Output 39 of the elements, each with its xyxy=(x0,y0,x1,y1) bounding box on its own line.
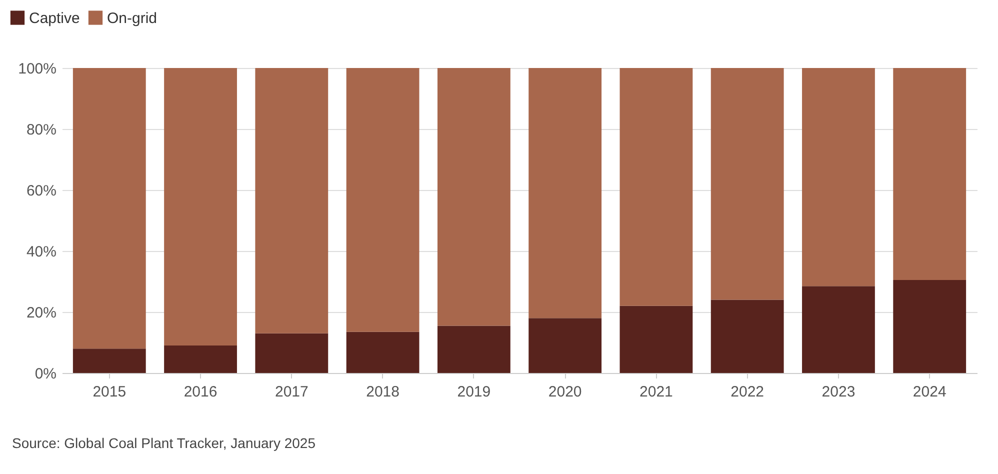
legend-label: On-grid xyxy=(107,10,158,27)
bar xyxy=(437,326,510,373)
bar xyxy=(620,306,693,373)
bar xyxy=(437,68,510,326)
bar xyxy=(72,68,146,349)
y-tick-label: 40% xyxy=(26,244,56,260)
x-tick-label: 2020 xyxy=(548,384,582,400)
x-tick-label: 2022 xyxy=(730,384,764,400)
y-tick-label: 0% xyxy=(34,366,56,382)
bar xyxy=(528,318,602,373)
x-tick-label: 2019 xyxy=(457,384,491,400)
bar xyxy=(710,68,784,300)
bar xyxy=(528,68,602,318)
bar xyxy=(893,68,966,280)
bar xyxy=(893,280,966,373)
bar xyxy=(164,346,237,373)
bar xyxy=(710,300,784,373)
bar xyxy=(255,68,328,334)
bar xyxy=(802,286,875,373)
x-tick-label: 2023 xyxy=(822,384,856,400)
bar xyxy=(164,68,237,346)
x-tick-label: 2015 xyxy=(92,384,126,400)
y-tick-label: 60% xyxy=(26,182,56,200)
bar xyxy=(620,68,693,306)
bar xyxy=(346,68,420,332)
x-tick-label: 2018 xyxy=(366,384,400,400)
x-tick-label: 2021 xyxy=(640,384,673,400)
x-tick-label: 2024 xyxy=(912,384,946,400)
y-tick-label: 80% xyxy=(26,122,56,138)
source-note: Source: Global Coal Plant Tracker, January 2025 xyxy=(12,435,316,451)
bar xyxy=(802,68,875,286)
legend-label: Captive xyxy=(29,10,80,27)
bar xyxy=(346,332,420,373)
y-tick-label: 100% xyxy=(18,60,56,78)
bar xyxy=(255,333,328,373)
y-tick-label: 20% xyxy=(26,304,56,322)
bar xyxy=(72,348,146,373)
x-tick-label: 2016 xyxy=(184,384,218,400)
x-tick-label: 2017 xyxy=(274,384,308,400)
